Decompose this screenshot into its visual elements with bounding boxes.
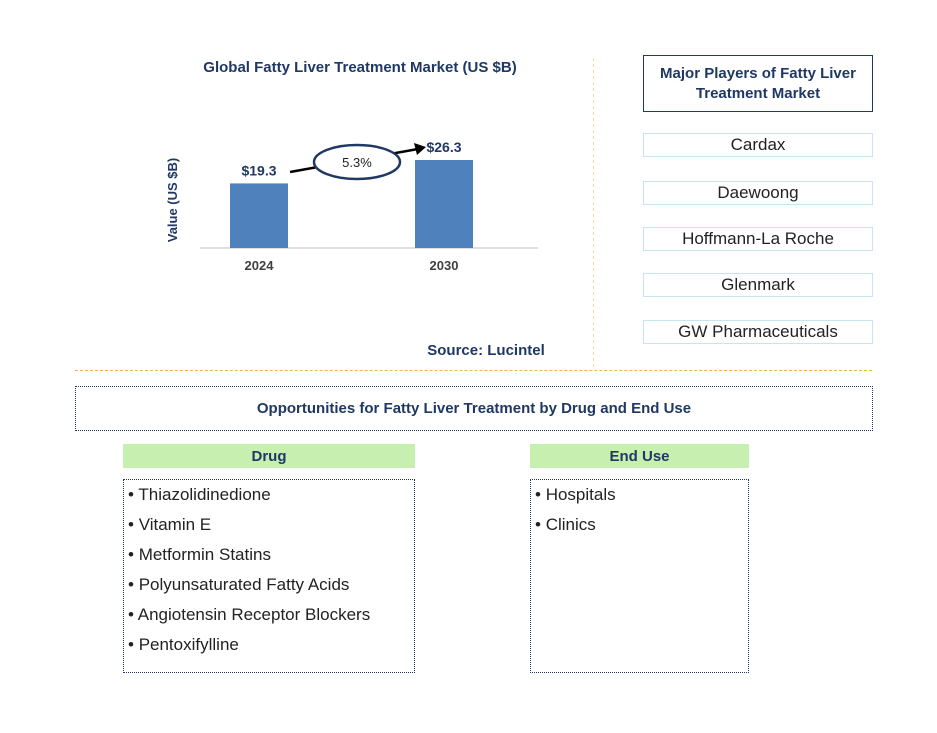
source: Source: Lucintel	[427, 342, 545, 359]
arrow-head	[414, 143, 426, 155]
player: Cardax	[643, 133, 873, 157]
item-text: Pentoxifylline	[138, 635, 239, 654]
segment-header: End Use	[530, 444, 749, 468]
cagr-label: 5.3%	[342, 155, 372, 170]
bullet: •	[535, 515, 546, 534]
bullet: •	[535, 485, 546, 504]
bullet: •	[128, 515, 139, 534]
bullet: •	[128, 575, 139, 594]
list-item: • Thiazolidinedione	[128, 484, 414, 514]
y-axis-label: Value (US $B)	[165, 158, 180, 243]
segment-list: • Thiazolidinedione • Vitamin E • Metformi…	[123, 479, 415, 673]
player: Glenmark	[643, 273, 873, 297]
item-text: Metformin Statins	[138, 545, 271, 564]
player: Daewoong	[643, 181, 873, 205]
players-title: Major Players of Fatty Liver Treatment M…	[643, 55, 873, 112]
list-item: • Angiotensin Receptor Blockers	[128, 604, 414, 634]
list-item: • Hospitals	[535, 484, 748, 514]
item-text: Vitamin E	[138, 515, 212, 534]
list-item: • Metformin Statins	[128, 544, 414, 574]
bar	[415, 160, 473, 248]
x-tick-label: 2030	[430, 258, 459, 273]
player: Hoffmann-La Roche	[643, 227, 873, 251]
bullet: •	[128, 605, 138, 624]
opportunities-title: Opportunities for Fatty Liver Treatment …	[75, 386, 873, 431]
item-text: Polyunsaturated Fatty Acids	[138, 575, 350, 594]
bullet: •	[128, 635, 139, 654]
list-item: • Vitamin E	[128, 514, 414, 544]
list-item: • Clinics	[535, 514, 748, 544]
cagr-ellipse	[312, 143, 402, 181]
item-text: Angiotensin Receptor Blockers	[137, 605, 371, 624]
divider	[75, 370, 872, 371]
value-label: $19.3	[241, 162, 276, 178]
bullet: •	[128, 485, 139, 504]
segment-list: • Hospitals • Clinics	[530, 479, 749, 673]
bullet: •	[128, 545, 139, 564]
item-text: Hospitals	[545, 485, 616, 504]
list-item: • Pentoxifylline	[128, 634, 414, 664]
bar	[230, 183, 288, 248]
segment-header: Drug	[123, 444, 415, 468]
list-item: • Polyunsaturated Fatty Acids	[128, 574, 414, 604]
chart: Global Fatty Liver Treatment Market (US …	[165, 58, 594, 370]
chart-title: Global Fatty Liver Treatment Market (US …	[203, 59, 516, 76]
item-text: Thiazolidinedione	[138, 485, 271, 504]
player: GW Pharmaceuticals	[643, 320, 873, 344]
x-tick-label: 2024	[245, 258, 275, 273]
value-label: $26.3	[426, 139, 461, 155]
item-text: Clinics	[545, 515, 596, 534]
